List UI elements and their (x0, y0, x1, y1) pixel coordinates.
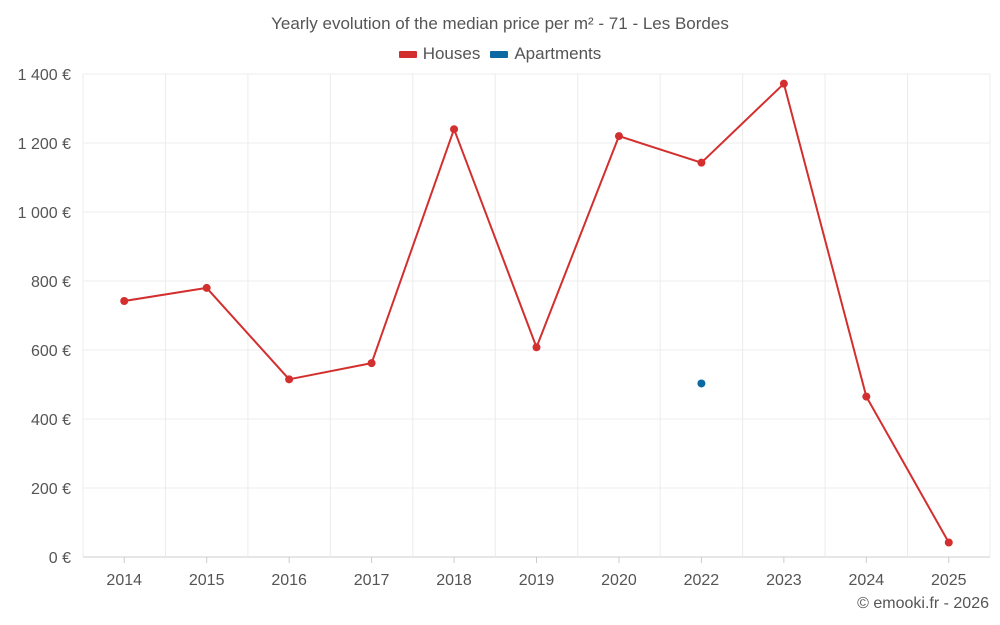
x-tick-label: 2023 (766, 572, 802, 589)
y-tick-label: 1 000 € (18, 205, 71, 222)
y-tick-label: 1 400 € (18, 67, 71, 84)
data-point-houses-2017 (367, 359, 376, 368)
y-tick-label: 400 € (31, 412, 71, 429)
data-point-houses-2019 (532, 343, 541, 352)
data-point-houses-2024 (862, 392, 871, 401)
x-tick-label: 2020 (601, 572, 637, 589)
legend-item-apartments[interactable]: Apartments (490, 44, 601, 64)
data-point-houses-2016 (285, 375, 294, 384)
legend: Houses Apartments (0, 44, 1000, 64)
x-axis: 2014 2015 2016 2017 2018 2019 2020 2022 2023 2024… (106, 557, 967, 589)
x-tick-label: 2014 (106, 572, 142, 589)
x-tick-label: 2018 (436, 572, 472, 589)
data-point-houses-2022 (697, 158, 706, 167)
legend-item-houses[interactable]: Houses (398, 44, 481, 64)
legend-label-apartments: Apartments (514, 44, 602, 63)
x-tick-label: 2015 (189, 572, 225, 589)
y-tick-label: 600 € (31, 343, 71, 360)
legend-label-houses: Houses (422, 44, 481, 63)
data-point-houses-2023 (779, 79, 788, 88)
x-tick-label: 2024 (849, 572, 885, 589)
credit: © emooki.fr - 2026 (857, 595, 989, 612)
data-point-houses-2025 (944, 538, 953, 547)
x-tick-label: 2025 (931, 572, 967, 589)
x-tick-label: 2016 (271, 572, 307, 589)
y-axis: 0 € 200 € 400 € 600 € 800 € 1 000 € 1 200 € 1 4… (18, 67, 71, 567)
x-tick-label: 2022 (684, 572, 720, 589)
data-point-apartments-2022 (697, 379, 706, 388)
data-point-houses-2015 (202, 283, 211, 292)
chart-title: Yearly evolution of the median price per… (271, 14, 729, 33)
y-tick-label: 200 € (31, 481, 71, 498)
legend-swatch-houses (398, 50, 417, 58)
x-tick-label: 2017 (354, 572, 390, 589)
x-tick-label: 2019 (519, 572, 555, 589)
data-point-houses-2014 (120, 297, 129, 306)
y-tick-label: 800 € (31, 274, 71, 291)
grid (82, 73, 991, 558)
y-tick-label: 0 € (49, 550, 71, 567)
legend-swatch-apartments (490, 50, 509, 58)
data-point-houses-2018 (450, 125, 459, 134)
data-point-houses-2020 (614, 132, 623, 141)
series-layer (120, 79, 953, 547)
y-tick-label: 1 200 € (18, 136, 71, 153)
